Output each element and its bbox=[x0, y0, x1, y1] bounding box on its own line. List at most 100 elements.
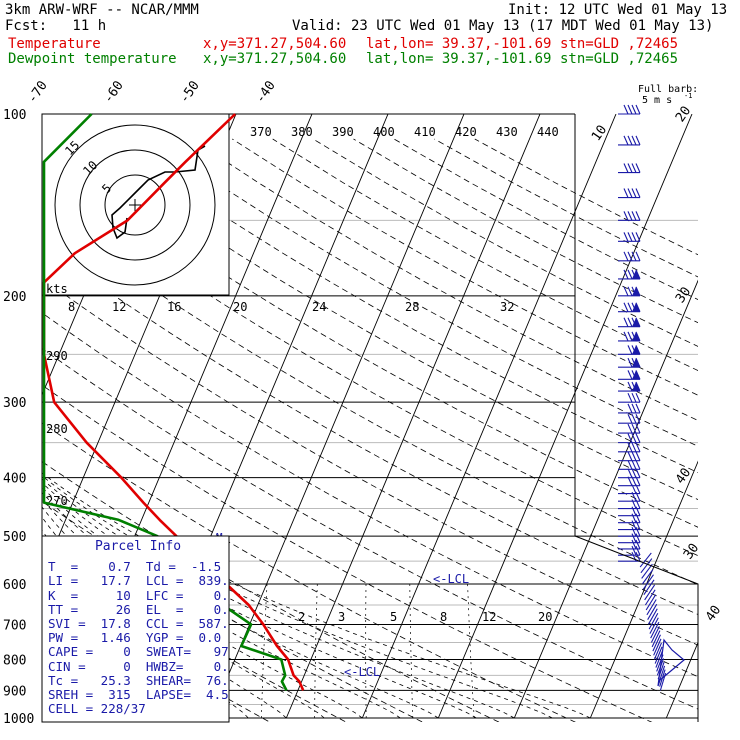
isotherm-line bbox=[513, 279, 698, 719]
isotherm-line bbox=[437, 114, 693, 719]
parcel-info-row: Tc = 25.3 SHEAR= 76. bbox=[48, 672, 229, 688]
wind-barb-pennant bbox=[632, 317, 640, 327]
wind-barb-flag bbox=[635, 211, 641, 221]
temperature-profile bbox=[42, 113, 305, 691]
wind-barb-flag bbox=[635, 533, 641, 543]
right-frame-lower bbox=[574, 535, 699, 722]
wind-barb-flag bbox=[623, 163, 629, 173]
isotherm-label: -70 bbox=[25, 78, 51, 106]
isotherm-label: 30 bbox=[673, 285, 694, 306]
mixing-ratio-line bbox=[261, 583, 268, 719]
wind-barb-flag bbox=[631, 476, 637, 486]
isobar-label: 500 bbox=[3, 530, 26, 545]
wind-barb-flag bbox=[627, 460, 633, 470]
wind-barb bbox=[647, 603, 658, 620]
dew-station: stn=GLD ,72465 bbox=[560, 51, 679, 67]
wind-barb-flag bbox=[627, 413, 633, 424]
dewpoint-legend: Dewpoint temperature bbox=[8, 51, 177, 67]
barb-legend-units: 5 m s bbox=[642, 95, 672, 106]
wind-barb-flag bbox=[635, 468, 641, 478]
wind-barb-flag bbox=[627, 302, 633, 312]
wind-barb-flag bbox=[631, 403, 637, 414]
wind-barb bbox=[653, 638, 662, 656]
wind-barb-flag bbox=[635, 484, 641, 494]
wind-barb-flag bbox=[631, 468, 637, 478]
wind-barb-cluster bbox=[657, 638, 685, 687]
wind-barb bbox=[643, 579, 655, 596]
parcel-info-frame bbox=[41, 535, 230, 723]
dewpoint-profile bbox=[42, 113, 288, 691]
moist-adiabat bbox=[42, 516, 287, 719]
wind-barb-flag bbox=[635, 539, 641, 550]
parcel-info-row: SREH = 315 LAPSE= 4.5 bbox=[48, 686, 229, 702]
mixing-ratio-label-lower: 3 bbox=[338, 610, 345, 624]
wind-barb bbox=[645, 594, 657, 611]
mixing-ratio-label-lower: 12 bbox=[482, 610, 496, 624]
wind-barb bbox=[649, 617, 659, 634]
wind-barb bbox=[650, 626, 660, 643]
wind-barb-flag bbox=[623, 211, 629, 221]
wind-barb-flag bbox=[627, 286, 633, 297]
valid-time: Valid: 23 UTC Wed 01 May 13 (17 MDT Wed … bbox=[292, 18, 714, 34]
isotherm-label: 40 bbox=[703, 603, 724, 624]
mixing-ratio-label-lower: 2 bbox=[298, 610, 305, 624]
wind-barb-flag bbox=[631, 188, 637, 198]
wind-barb bbox=[644, 589, 656, 606]
wind-barb-flag bbox=[631, 451, 637, 461]
theta-e-label: 440 bbox=[537, 125, 559, 139]
mixing-ratio-line bbox=[409, 583, 414, 719]
mixing-ratio-label-upper: 12 bbox=[112, 300, 126, 314]
dry-adiabat bbox=[42, 210, 698, 586]
wind-barb-flag bbox=[627, 370, 633, 380]
isobar-label: 300 bbox=[3, 396, 26, 411]
wind-barb-flag bbox=[627, 345, 633, 355]
temp-latlon: lat,lon= 39.37,-101.69 bbox=[366, 36, 552, 52]
isotherm-line bbox=[361, 114, 617, 719]
wind-barb-flag bbox=[627, 163, 633, 173]
mixing-ratio-label-upper: 8 bbox=[68, 300, 75, 314]
wind-barb-flag bbox=[635, 392, 641, 403]
isotherm-line bbox=[665, 641, 698, 719]
wind-barb-flag bbox=[631, 135, 637, 146]
isotherm-label: 20 bbox=[673, 104, 694, 125]
wind-barb-flag bbox=[631, 163, 637, 173]
isobar-label: 400 bbox=[3, 472, 26, 487]
wind-barb bbox=[642, 574, 654, 590]
isotherm-label: 30 bbox=[681, 541, 702, 562]
wind-barb-flag bbox=[623, 251, 629, 262]
model-title: 3km ARW-WRF -- NCAR/MMM bbox=[5, 2, 199, 18]
wind-barb-pennant bbox=[632, 382, 640, 392]
wind-barb bbox=[646, 599, 657, 616]
wind-barb-pennant bbox=[632, 269, 640, 279]
wind-barb-flag bbox=[623, 104, 629, 115]
theta-e-label: 420 bbox=[455, 125, 477, 139]
hodograph-ring bbox=[79, 149, 191, 261]
wind-barb-flag bbox=[623, 188, 629, 198]
theta-e-label: 400 bbox=[373, 125, 395, 139]
wind-barb bbox=[647, 608, 658, 625]
parcel-info-rows: T = 0.7 Td = -1.5 LI = 17.7 LCL = 839. K =… bbox=[48, 560, 229, 716]
parcel-info-row: SVI = 17.8 CCL = 587. bbox=[48, 615, 229, 631]
temp-station: stn=GLD ,72465 bbox=[560, 36, 679, 52]
wind-barb-flag bbox=[635, 433, 641, 443]
wind-barb bbox=[650, 621, 660, 639]
wind-barb-flag bbox=[631, 545, 637, 556]
mixing-ratio-label-upper: 28 bbox=[405, 300, 419, 314]
wind-barb-flag bbox=[623, 331, 629, 342]
wind-barb-flag bbox=[631, 491, 637, 502]
mixing-ratio-label-lower: 8 bbox=[440, 610, 447, 624]
wind-barb-flag bbox=[635, 551, 641, 562]
wind-barb-flag bbox=[635, 403, 641, 414]
isobar-label: 200 bbox=[3, 290, 26, 305]
wind-barb-flag bbox=[635, 520, 641, 530]
theta-e-label: 370 bbox=[250, 125, 272, 139]
wind-barb-flag bbox=[627, 188, 633, 198]
barb-legend-superscript: -1 bbox=[684, 92, 692, 100]
wind-barb-flag bbox=[627, 392, 633, 403]
wind-barb bbox=[652, 634, 661, 652]
wind-barb-pennant bbox=[632, 370, 640, 380]
wind-barb-flag bbox=[635, 135, 641, 146]
wind-barb-flag bbox=[631, 513, 637, 523]
temp-xy: x,y=371.27,504.60 bbox=[203, 36, 347, 52]
wind-barb bbox=[639, 552, 652, 568]
